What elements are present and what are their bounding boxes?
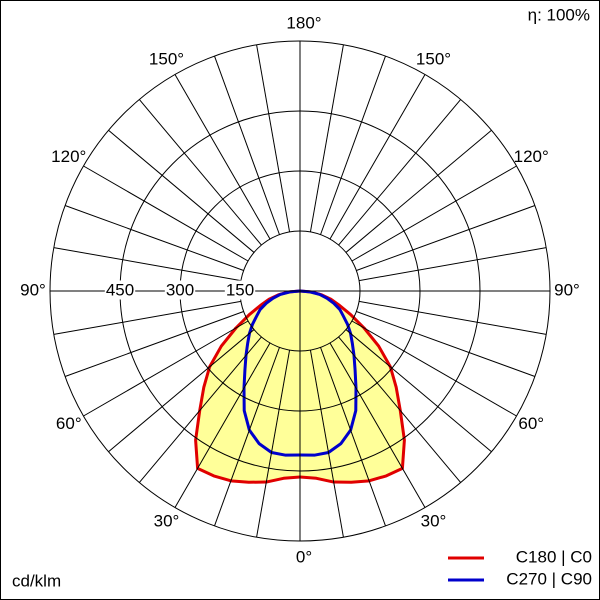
grid-line	[329, 342, 426, 508]
angle-label: 120°	[51, 147, 86, 166]
grid-line	[359, 247, 547, 282]
angle-label: 60°	[56, 414, 82, 433]
label-bg	[224, 280, 256, 300]
angle-label: 90°	[554, 280, 580, 299]
angle-label: 120°	[514, 147, 549, 166]
legend-label: C270 | C90	[506, 569, 592, 588]
grid-line	[138, 336, 262, 483]
r-tick-label: 450	[106, 280, 134, 299]
angle-label: 90°	[20, 280, 46, 299]
angle-label: 60°	[518, 414, 544, 433]
angle-label: 180°	[286, 13, 321, 32]
angle-label: 150°	[149, 49, 184, 68]
grid-line	[329, 74, 426, 240]
grid-line	[108, 129, 255, 253]
grid-line	[256, 350, 291, 538]
grid-line	[214, 55, 280, 235]
intensity-curve	[299, 289, 358, 457]
grid-line	[53, 247, 241, 282]
grid-line	[64, 311, 244, 377]
r-tick-label: 150	[226, 280, 254, 299]
intensity-curve	[242, 289, 301, 457]
grid-line	[320, 347, 386, 527]
grid-line	[351, 165, 517, 262]
legend-label: C180 | C0	[516, 547, 592, 566]
grid-line	[356, 311, 536, 377]
label-bg	[164, 280, 196, 300]
grid-line	[356, 205, 536, 271]
grid-line	[83, 165, 249, 262]
grid-line	[345, 129, 492, 253]
grid-line	[214, 347, 280, 527]
grid-line	[174, 74, 271, 240]
grid-line	[338, 336, 462, 483]
grid-line	[53, 300, 241, 335]
grid-line	[351, 320, 517, 417]
grid-line	[256, 44, 291, 232]
grid-line	[64, 205, 244, 271]
angle-label: 150°	[416, 49, 451, 68]
angle-label: 30°	[421, 512, 447, 531]
grid-line	[309, 44, 344, 232]
label-bg	[104, 280, 136, 300]
efficiency: η: 100%	[528, 5, 590, 24]
angle-label: 0°	[296, 547, 312, 566]
grid-line	[174, 342, 271, 508]
unit-label: cd/klm	[12, 571, 61, 590]
grid-line	[345, 329, 492, 453]
grid-line	[83, 320, 249, 417]
grid-line	[108, 329, 255, 453]
grid-line	[359, 300, 547, 335]
grid-line	[138, 99, 262, 246]
angle-label: 30°	[154, 512, 180, 531]
grid-line	[320, 55, 386, 235]
grid-line	[309, 350, 344, 538]
grid-line	[338, 99, 462, 246]
r-tick-label: 300	[166, 280, 194, 299]
